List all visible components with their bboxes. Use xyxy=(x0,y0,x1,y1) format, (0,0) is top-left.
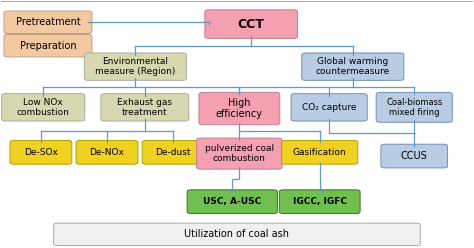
Text: De-dust: De-dust xyxy=(155,148,191,157)
Text: Coal-biomass
mixed firing: Coal-biomass mixed firing xyxy=(386,98,442,117)
FancyBboxPatch shape xyxy=(1,94,85,121)
FancyBboxPatch shape xyxy=(291,94,367,121)
FancyBboxPatch shape xyxy=(142,141,204,164)
FancyBboxPatch shape xyxy=(101,94,189,121)
Text: Exhaust gas
treatment: Exhaust gas treatment xyxy=(118,98,173,117)
FancyBboxPatch shape xyxy=(197,138,282,169)
FancyBboxPatch shape xyxy=(279,190,360,214)
FancyBboxPatch shape xyxy=(282,141,358,164)
FancyBboxPatch shape xyxy=(4,34,92,57)
FancyBboxPatch shape xyxy=(84,53,186,80)
Text: Utilization of coal ash: Utilization of coal ash xyxy=(184,229,290,239)
Text: Environmental
measure (Region): Environmental measure (Region) xyxy=(95,57,175,76)
FancyBboxPatch shape xyxy=(381,144,447,168)
Text: CCUS: CCUS xyxy=(401,151,428,161)
Text: USC, A-USC: USC, A-USC xyxy=(203,197,261,206)
FancyBboxPatch shape xyxy=(4,11,92,33)
Text: De-NOx: De-NOx xyxy=(90,148,125,157)
Text: Gasification: Gasification xyxy=(293,148,346,157)
FancyBboxPatch shape xyxy=(199,93,280,125)
Text: Low NOx
combustion: Low NOx combustion xyxy=(17,98,70,117)
FancyBboxPatch shape xyxy=(187,190,277,214)
Text: Global warming
countermeasure: Global warming countermeasure xyxy=(316,57,390,76)
FancyBboxPatch shape xyxy=(376,93,452,122)
Text: IGCC, IGFC: IGCC, IGFC xyxy=(293,197,346,206)
FancyBboxPatch shape xyxy=(302,53,404,80)
Text: Pretreatment: Pretreatment xyxy=(16,17,80,27)
Text: CCT: CCT xyxy=(238,18,264,31)
FancyBboxPatch shape xyxy=(54,223,420,246)
Text: Preparation: Preparation xyxy=(19,41,76,51)
Text: CO₂ capture: CO₂ capture xyxy=(302,103,356,112)
FancyBboxPatch shape xyxy=(205,10,298,38)
FancyBboxPatch shape xyxy=(76,141,138,164)
Text: High
efficiency: High efficiency xyxy=(216,98,263,119)
Text: pulverized coal
combustion: pulverized coal combustion xyxy=(205,144,274,163)
FancyBboxPatch shape xyxy=(10,141,72,164)
Text: De-SOx: De-SOx xyxy=(24,148,58,157)
